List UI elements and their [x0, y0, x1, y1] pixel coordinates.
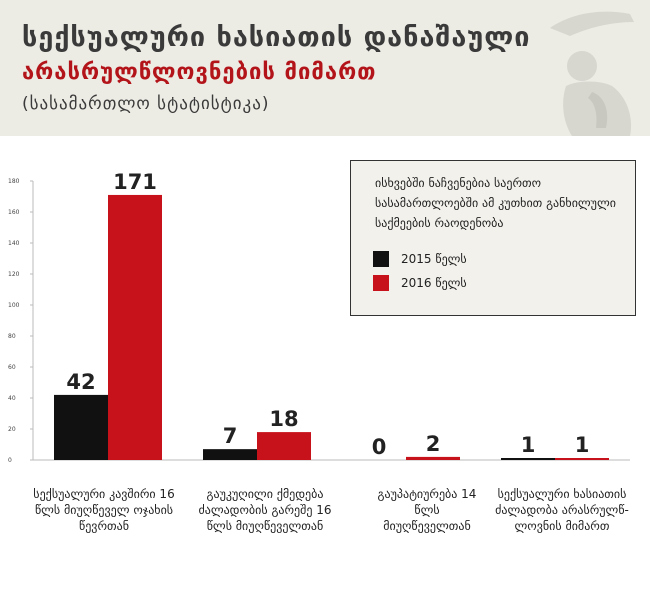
y-tick-label: 140	[8, 240, 20, 247]
page-subtitle: არასრულწლოვნების მიმართ	[22, 60, 377, 85]
x-label-category-4: სექსუალური ხასიათის ძალადობა არასრულწ-ლო…	[495, 487, 629, 533]
sad-child-illustration-icon	[550, 11, 634, 136]
x-label-category-1: სექსუალური კავშირი 16 წლს მიუღწეველ ოჯახ…	[33, 487, 175, 533]
data-label-2015-cat-1: 42	[66, 370, 95, 394]
y-tick-label: 20	[8, 426, 16, 433]
y-tick-label: 0	[8, 457, 12, 464]
data-label-2016-cat-4: 1	[575, 433, 590, 457]
legend-item-2015: 2015 წელს	[373, 251, 467, 267]
bar-2015-cat-1	[54, 394, 108, 460]
x-label-category-3: გაუპატიურება 14 წლს მიუღწეველთან	[377, 487, 477, 533]
page-title: სექსუალური ხასიათის დანაშაული	[22, 22, 531, 53]
y-tick-label: 180	[8, 178, 20, 185]
x-label-category-2: გაუკუღილი ქმედება ძალადობის გარეშე 16 წლ…	[198, 487, 332, 533]
legend-label-2016: 2016 წელს	[401, 276, 467, 290]
legend-item-2016: 2016 წელს	[373, 275, 467, 291]
data-label-2016-cat-1: 171	[113, 170, 157, 194]
chart-legend: ისხვებში ნაჩვენებია საერთო სასამართლოებშ…	[350, 160, 636, 316]
bar-2016-cat-2	[257, 432, 311, 460]
data-label-2015-cat-3: 0	[372, 435, 387, 459]
bar-2015-cat-2	[203, 449, 257, 460]
y-tick-label: 80	[8, 333, 16, 340]
data-label-2016-cat-2: 18	[269, 407, 298, 431]
data-label-2016-cat-3: 2	[426, 432, 441, 456]
y-tick-label: 40	[8, 395, 16, 402]
y-tick-label: 100	[8, 302, 20, 309]
data-label-2015-cat-4: 1	[521, 433, 536, 457]
bar-2016-cat-3	[406, 456, 460, 460]
legend-swatch-2016	[373, 275, 389, 291]
y-tick-label: 160	[8, 209, 20, 216]
bar-2015-cat-4	[501, 458, 555, 460]
y-tick-label: 60	[8, 364, 16, 371]
page-caption: (სასამართლო სტატისტიკა)	[22, 94, 270, 114]
bar-2016-cat-4	[555, 458, 609, 460]
header-banner: სექსუალური ხასიათის დანაშაული არასრულწლო…	[0, 0, 650, 136]
bar-2016-cat-1	[108, 194, 162, 460]
data-label-2015-cat-2: 7	[223, 424, 238, 448]
y-tick-label: 120	[8, 271, 20, 278]
legend-label-2015: 2015 წელს	[401, 252, 467, 266]
legend-title: ისხვებში ნაჩვენებია საერთო სასამართლოებშ…	[375, 176, 616, 230]
legend-swatch-2015	[373, 251, 389, 267]
